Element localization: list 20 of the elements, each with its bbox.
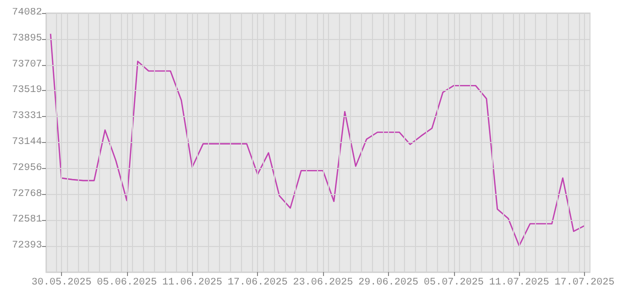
y-tick-label: 73331: [12, 111, 42, 122]
y-tick-label: 73707: [12, 59, 42, 70]
y-tick-label: 72768: [12, 188, 42, 200]
y-tick-label: 73895: [12, 33, 42, 44]
x-tick-label: 30.05.2025: [31, 278, 92, 288]
y-tick-label: 73144: [12, 136, 42, 148]
y-tick-label: 74082: [12, 8, 42, 18]
y-tick-label: 72393: [12, 240, 42, 252]
y-tick-label: 72581: [12, 214, 42, 226]
x-tick-label: 23.06.2025: [292, 278, 354, 288]
line-series: [50, 33, 586, 246]
x-tick-label: 17.07.2025: [554, 278, 615, 288]
x-tick-label: 11.06.2025: [162, 278, 222, 288]
y-tick-label: 72956: [12, 162, 42, 174]
x-tick-label: 17.06.2025: [228, 278, 288, 288]
y-tick-label: 73519: [12, 85, 42, 96]
x-tick-label: 11.07.2025: [489, 278, 550, 288]
x-tick-label: 05.06.2025: [96, 278, 157, 288]
x-tick-label: 29.06.2025: [358, 278, 418, 288]
x-tick-label: 05.07.2025: [424, 278, 484, 288]
